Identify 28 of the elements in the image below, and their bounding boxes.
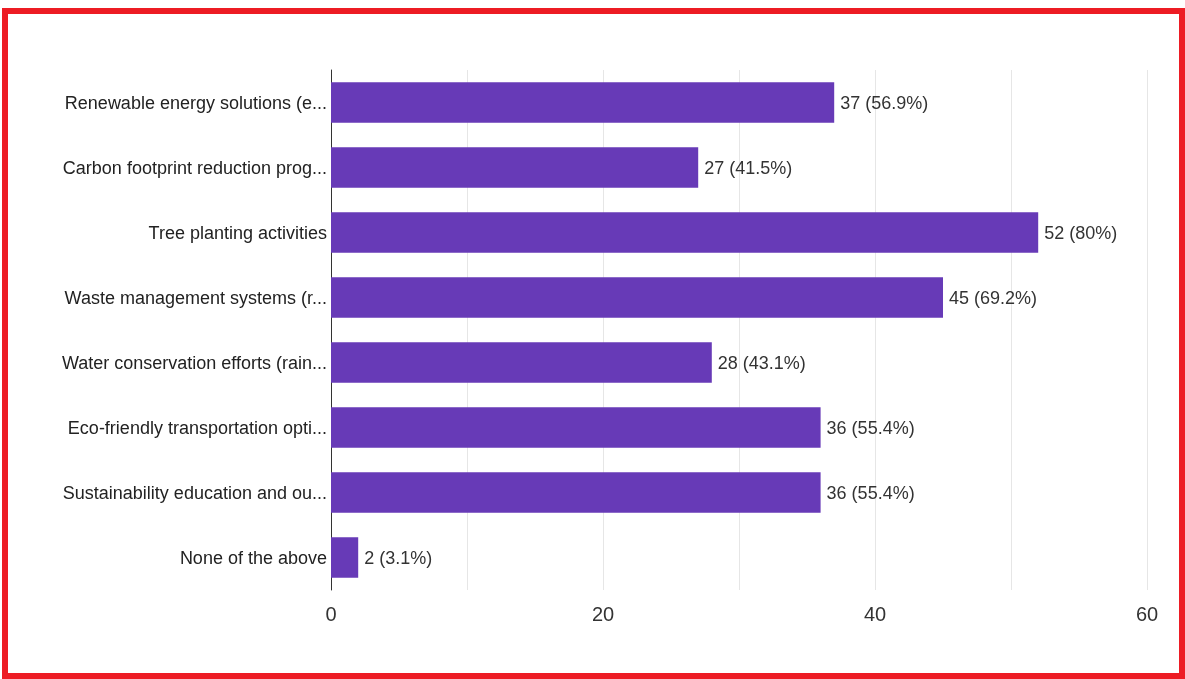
y-tick-label: Eco-friendly transportation opti... (67, 417, 327, 438)
data-label: 28 (43.1%) (717, 352, 806, 373)
x-tick-label: 60 (1135, 603, 1159, 625)
y-tick-label: Tree planting activities (148, 222, 327, 243)
y-tick-label: Water conservation efforts (rain... (61, 352, 327, 373)
y-tick-label: Waste management systems (r... (64, 287, 327, 308)
y-tick-label: Carbon footprint reduction prog... (62, 157, 327, 178)
x-tick-label: 20 (591, 603, 615, 625)
x-tick-label: 0 (325, 603, 337, 625)
data-label: 37 (56.9%) (840, 92, 929, 113)
bar (331, 212, 1039, 253)
data-label: 36 (55.4%) (826, 482, 915, 503)
y-tick-label: Renewable energy solutions (e... (64, 92, 327, 113)
data-label: 45 (69.2%) (949, 287, 1038, 308)
x-tick-label: 40 (863, 603, 887, 625)
bar (331, 147, 699, 188)
bar (331, 342, 712, 383)
data-label: 2 (3.1%) (364, 547, 433, 568)
data-label: 27 (41.5%) (704, 157, 793, 178)
y-tick-label: None of the above (179, 547, 327, 568)
bar (331, 277, 943, 318)
y-tick-label: Sustainability education and ou... (62, 482, 327, 503)
bar (331, 472, 821, 513)
bar (331, 82, 835, 123)
data-label: 52 (80%) (1044, 222, 1118, 243)
data-label: 36 (55.4%) (826, 417, 915, 438)
bar (331, 537, 359, 578)
bar (331, 407, 821, 448)
